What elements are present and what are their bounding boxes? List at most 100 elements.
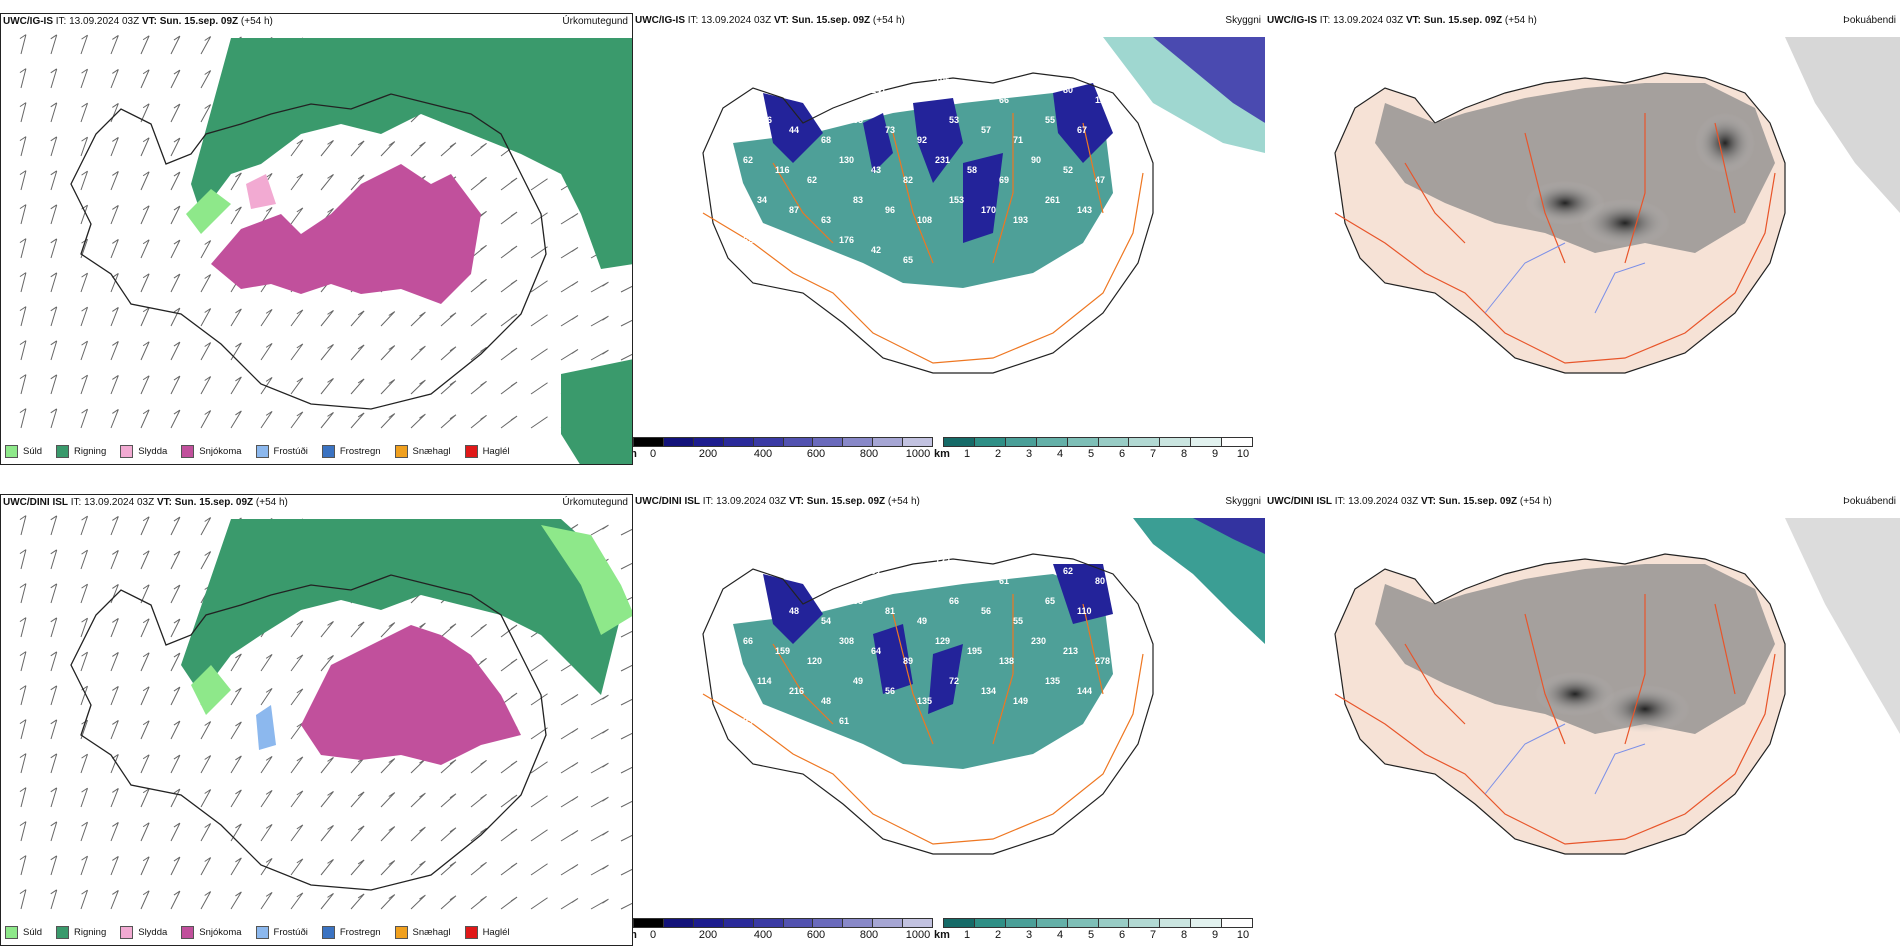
wind-barb bbox=[140, 307, 150, 327]
panel-header: UWC/DINI ISL IT: 13.09.2024 03Z VT: Sun.… bbox=[1, 495, 632, 511]
valid-time-label: VT: bbox=[156, 497, 172, 508]
wind-barb bbox=[140, 341, 150, 361]
wind-barb bbox=[590, 864, 609, 876]
wind-barb bbox=[19, 238, 27, 259]
valid-time: Sun. 15.sep. 09Z bbox=[806, 496, 886, 507]
wind-barb bbox=[350, 791, 365, 808]
rain-area bbox=[181, 519, 621, 695]
legend-haglel: Haglél bbox=[464, 925, 510, 939]
legend-suld: Súld bbox=[5, 444, 42, 458]
wind-barb bbox=[410, 826, 426, 842]
init-time: 13.09.2024 03Z bbox=[1348, 496, 1419, 507]
value-label: 114 bbox=[757, 676, 772, 686]
lead-time: (+54 h) bbox=[887, 496, 920, 507]
value-label: 116 bbox=[775, 165, 790, 175]
wind-barb bbox=[470, 278, 487, 293]
value-label: 62 bbox=[1063, 566, 1073, 576]
value-label: 143 bbox=[1077, 205, 1092, 215]
init-time-label: IT: bbox=[687, 15, 699, 26]
value-label: 92 bbox=[917, 135, 927, 145]
wind-barb bbox=[50, 68, 58, 89]
wind-barb bbox=[110, 685, 119, 706]
legend-rigning: Rigning bbox=[56, 925, 106, 939]
value-label: 138 bbox=[999, 656, 1014, 666]
panel-title: Skyggni bbox=[1225, 496, 1261, 507]
wind-barb bbox=[170, 584, 181, 604]
init-time: 13.09.2024 03Z bbox=[84, 497, 155, 508]
wind-barb bbox=[170, 171, 181, 191]
wind-barb bbox=[530, 178, 548, 191]
wind-barb bbox=[470, 414, 487, 429]
wind-barb bbox=[140, 273, 150, 293]
fog-index-panel-bottom: UWC/DINI ISL IT: 13.09.2024 03Z VT: Sun.… bbox=[1265, 494, 1900, 946]
valid-time: Sun. 15.sep. 09Z bbox=[1438, 496, 1518, 507]
wind-barb bbox=[410, 413, 426, 429]
wind-barb bbox=[380, 345, 396, 361]
tick: 1000 bbox=[905, 448, 931, 460]
wind-barb bbox=[80, 651, 89, 672]
wind-barb bbox=[110, 821, 119, 842]
wind-barb bbox=[200, 551, 212, 570]
wind-barb bbox=[620, 353, 632, 361]
wind-barb bbox=[380, 413, 396, 429]
wind-barb bbox=[620, 834, 632, 842]
wind-barb bbox=[590, 762, 609, 774]
value-label: 90 bbox=[1031, 155, 1041, 165]
panel-title: Þokuábendi bbox=[1843, 496, 1896, 507]
wind-barb bbox=[410, 379, 426, 395]
wind-barb bbox=[440, 759, 457, 774]
value-label: 47 bbox=[1095, 175, 1105, 185]
wind-barb bbox=[230, 342, 242, 361]
panel-title: Úrkomutegund bbox=[562, 16, 628, 27]
wind-barb bbox=[170, 720, 181, 740]
wind-barb bbox=[350, 859, 365, 876]
wind-barb bbox=[230, 789, 242, 808]
wind-barb bbox=[440, 414, 457, 429]
wind-barb bbox=[50, 272, 58, 293]
wind-barb bbox=[320, 173, 334, 191]
lead-time: (+54 h) bbox=[872, 15, 905, 26]
value-label: 66 bbox=[999, 95, 1009, 105]
wind-barb bbox=[380, 792, 396, 808]
wind-barb bbox=[200, 240, 212, 259]
wind-barb bbox=[140, 137, 150, 157]
wind-barb bbox=[440, 827, 457, 842]
wind-barb bbox=[320, 654, 334, 672]
wind-barb bbox=[320, 139, 334, 157]
wind-barb bbox=[260, 342, 273, 361]
wind-barb bbox=[110, 238, 119, 259]
value-label: 48 bbox=[807, 95, 817, 105]
visibility-panel-top: UWC/IG-IS IT: 13.09.2024 03Z VT: Sun. 15… bbox=[633, 13, 1265, 465]
wind-barb bbox=[560, 281, 579, 293]
wind-barb bbox=[380, 622, 396, 638]
value-label: 68 bbox=[821, 135, 831, 145]
wind-barb bbox=[140, 890, 150, 910]
wind-barb bbox=[290, 722, 304, 740]
init-time: 13.09.2024 03Z bbox=[716, 496, 787, 507]
value-label: 261 bbox=[1045, 195, 1060, 205]
value-label: 122 bbox=[935, 556, 950, 566]
fog-shading bbox=[1375, 83, 1775, 253]
value-label: 87 bbox=[789, 205, 799, 215]
wind-barb bbox=[230, 206, 242, 225]
lead-time: (+54 h) bbox=[1519, 496, 1552, 507]
wind-barb bbox=[170, 103, 181, 123]
wind-barb bbox=[50, 170, 58, 191]
wind-barb bbox=[590, 315, 609, 327]
wind-barb bbox=[590, 281, 609, 293]
wind-barb bbox=[200, 891, 212, 910]
wind-barb bbox=[530, 212, 548, 225]
model-name: UWC/DINI ISL bbox=[1267, 496, 1332, 507]
wind-barb bbox=[170, 754, 181, 774]
legend-rigning: Rigning bbox=[56, 444, 106, 458]
wind-barb bbox=[50, 102, 58, 123]
value-label: 144 bbox=[1077, 686, 1092, 696]
wind-barb bbox=[50, 821, 58, 842]
wind-barb bbox=[530, 829, 548, 842]
wind-barb bbox=[80, 821, 89, 842]
wind-barb bbox=[290, 173, 304, 191]
fog-index-panel-top: UWC/IG-IS IT: 13.09.2024 03Z VT: Sun. 15… bbox=[1265, 13, 1900, 465]
wind-barb bbox=[140, 550, 150, 570]
value-label: 308 bbox=[839, 636, 854, 646]
wind-barb bbox=[260, 891, 273, 910]
